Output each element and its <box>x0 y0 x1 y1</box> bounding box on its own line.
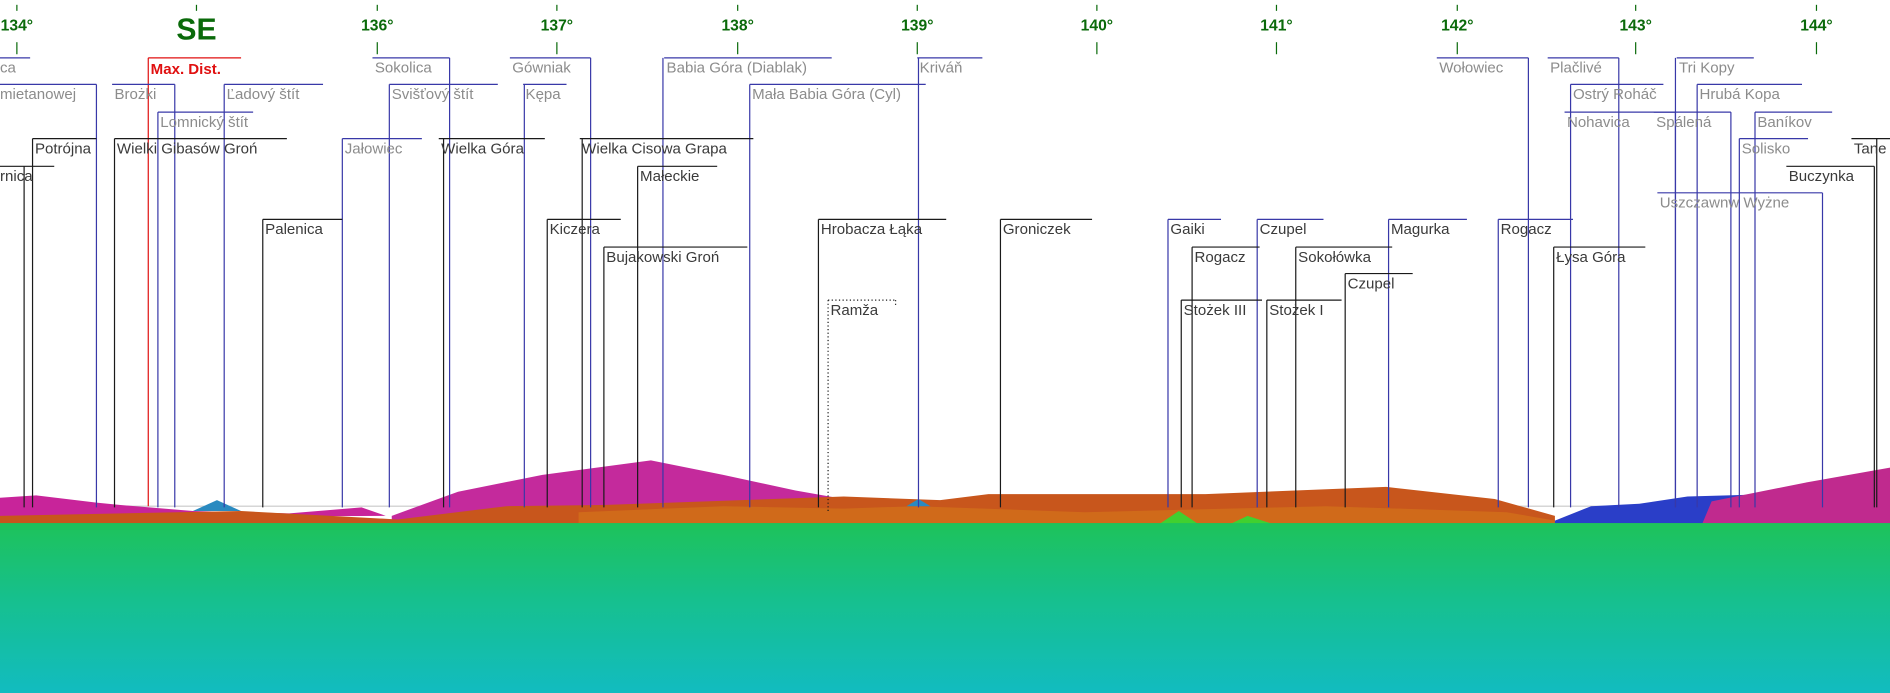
peak-label: Tane <box>1854 140 1887 157</box>
compass-degree: 140° <box>1081 18 1113 35</box>
peak-label: Ľadový štít <box>227 86 301 103</box>
peak-label: Sokolica <box>375 60 433 77</box>
peak-label: Kiczera <box>550 221 601 238</box>
peak-label: mietanowej <box>0 86 76 103</box>
peak-label: Solisko <box>1742 140 1791 157</box>
compass-degree: 143° <box>1619 18 1651 35</box>
peak-label: Czupel <box>1348 275 1395 292</box>
peak-label: Wielka Góra <box>441 140 524 157</box>
peak-label: Stożek I <box>1269 302 1323 319</box>
peak-label: Nohavica <box>1567 114 1630 131</box>
peak-label: Lomnický štít <box>160 114 249 131</box>
peak-label: Rogacz <box>1195 249 1246 266</box>
peak-label: Wołowiec <box>1439 60 1504 77</box>
peak-label: Groniczek <box>1003 221 1071 238</box>
peak-label: Ostrý Roháč <box>1573 86 1657 103</box>
peak-label: Bujakowski Groń <box>606 249 719 266</box>
peak-label: Gówniak <box>512 60 571 77</box>
peak-label: Kriváň <box>920 60 963 77</box>
compass-degree: 142° <box>1441 18 1473 35</box>
peak-label: Buczynka <box>1789 168 1855 185</box>
peak-label: Babia Góra (Diablak) <box>667 60 808 77</box>
peak-label: Plačlivé <box>1550 60 1602 77</box>
peak-label: Brożki <box>115 86 157 103</box>
compass-degree: 137° <box>541 18 573 35</box>
peak-label: ca <box>0 60 17 77</box>
peak-label: Kępa <box>526 86 562 103</box>
peak-label: Łysa Góra <box>1556 249 1626 266</box>
peak-label: Palenica <box>265 221 323 238</box>
peak-label: Sokołówka <box>1298 249 1371 266</box>
max-dist-label: Max. Dist. <box>151 61 221 78</box>
peak-label: Hrubá Kopa <box>1700 86 1781 103</box>
compass-degree: 136° <box>361 18 393 35</box>
peak-label: Czupel <box>1260 221 1307 238</box>
compass-degree: 134° <box>1 18 33 35</box>
compass-degree: 144° <box>1800 18 1832 35</box>
peak-label: Hrobacza Łąka <box>821 221 923 238</box>
peak-label: Ramža <box>830 302 878 319</box>
peak-label: Spálená <box>1656 114 1712 131</box>
compass-heading: SE <box>176 13 216 46</box>
terrain <box>0 460 1890 693</box>
compass-degree: 138° <box>721 18 753 35</box>
peak-label: Svišťový štít <box>392 86 475 103</box>
peak-label: Uszczawnw Wyżne <box>1660 195 1789 212</box>
peak-label: Wielka Cisowa Grapa <box>582 140 727 157</box>
peak-label: Wielki Gibasów Groń <box>117 140 257 157</box>
peak-label: Baníkov <box>1757 114 1812 131</box>
peak-label: rnica <box>0 168 33 185</box>
peak-label: Małeckie <box>640 168 699 185</box>
peak-label: Stożek III <box>1184 302 1247 319</box>
peak-label: Jałowiec <box>345 140 403 157</box>
peak-label: Potrójna <box>35 140 92 157</box>
compass-degree: 141° <box>1260 18 1292 35</box>
peak-label: Rogacz <box>1501 221 1552 238</box>
peak-label: Gaiki <box>1170 221 1204 238</box>
peak-label: Tri Kopy <box>1679 60 1735 77</box>
peak-label: Mała Babia Góra (Cyl) <box>752 86 901 103</box>
peak-label: Magurka <box>1391 221 1450 238</box>
compass-degree: 139° <box>901 18 933 35</box>
